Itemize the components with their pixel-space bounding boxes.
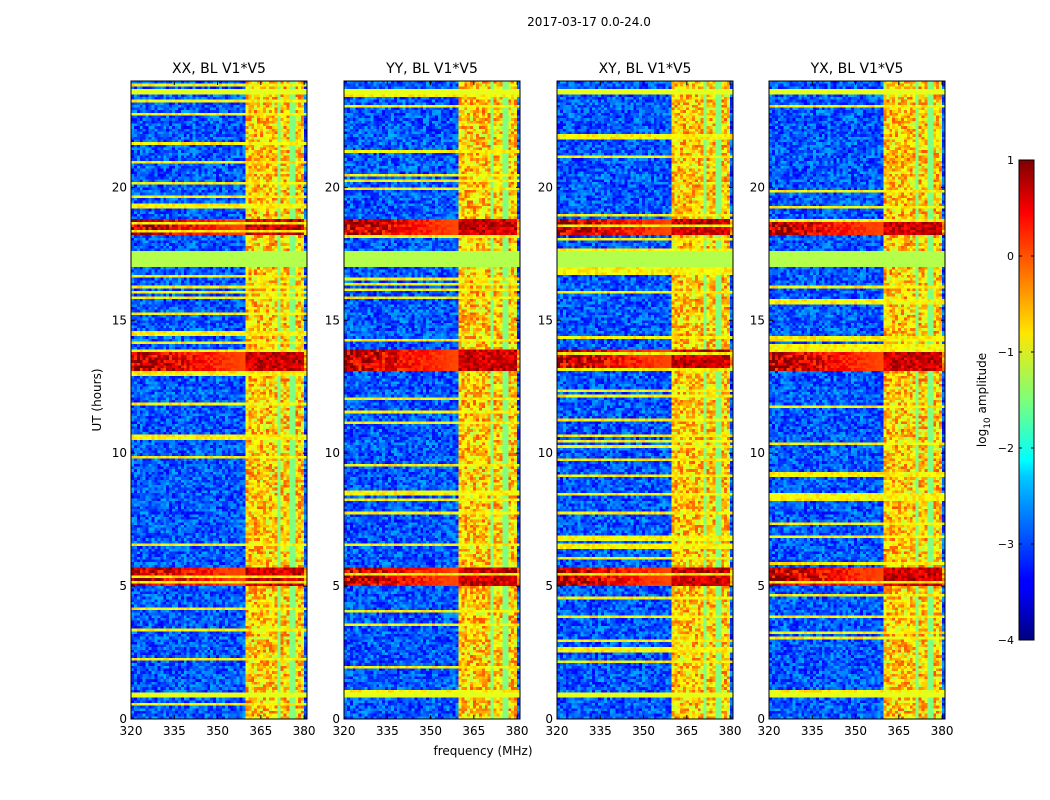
x-tick-label: 365	[249, 724, 272, 738]
colorbar-tick-label: −3	[998, 538, 1014, 551]
y-tick-label: 15	[325, 313, 340, 327]
heatmap-image-yy	[344, 81, 520, 719]
y-tick-label: 20	[750, 180, 765, 194]
panel-title: YY, BL V1*V5	[385, 61, 478, 77]
panel-xx: XX, BL V1*V5 320 335 350 365 380 0 5 10 15 20	[112, 61, 316, 738]
y-tick-label: 20	[325, 180, 340, 194]
x-tick-label: 320	[546, 724, 569, 738]
x-axis-label: frequency (MHz)	[433, 744, 532, 758]
x-tick-label: 365	[462, 724, 485, 738]
x-tick-label: 320	[120, 724, 143, 738]
y-tick-label: 15	[112, 313, 127, 327]
heatmap-image-xx	[131, 81, 307, 719]
x-tick-label: 365	[675, 724, 698, 738]
y-tick-label: 15	[538, 313, 553, 327]
x-tick-label: 335	[163, 724, 186, 738]
y-tick-label: 5	[332, 579, 340, 593]
y-tick-label: 10	[112, 446, 127, 460]
x-tick-label: 380	[719, 724, 742, 738]
y-tick-label: 0	[332, 712, 340, 726]
x-tick-label: 335	[589, 724, 612, 738]
panel-xy: XY, BL V1*V5 320 335 350 365 380 0 5 10 15 20	[538, 61, 742, 738]
x-tick-label: 365	[887, 724, 910, 738]
y-tick-label: 20	[538, 180, 553, 194]
x-tick-label: 350	[844, 724, 867, 738]
panel-title: XY, BL V1*V5	[599, 61, 692, 77]
x-tick-label: 350	[632, 724, 655, 738]
colorbar: −4 −3 −2 −1 0 1 log10 amplitude	[975, 154, 1035, 647]
x-tick-label: 320	[333, 724, 356, 738]
colorbar-tick-label: 0	[1007, 250, 1014, 263]
heatmap-image-yx	[769, 81, 945, 719]
colorbar-label: log10 amplitude	[975, 353, 993, 447]
y-tick-label: 20	[112, 180, 127, 194]
panel-yy: YY, BL V1*V5 320 335 350 365 380 0 5 10 15 20	[325, 61, 529, 738]
x-tick-label: 335	[801, 724, 824, 738]
y-tick-label: 10	[750, 446, 765, 460]
x-tick-label: 320	[758, 724, 781, 738]
y-tick-label: 5	[119, 579, 127, 593]
panel-frame	[768, 80, 946, 720]
x-tick-label: 380	[506, 724, 529, 738]
colorbar-tick-label: −2	[998, 442, 1014, 455]
x-tick-label: 335	[376, 724, 399, 738]
panel-frame	[130, 80, 308, 720]
y-tick-label: 0	[545, 712, 553, 726]
colorbar-gradient	[1018, 159, 1035, 641]
panel-title: XX, BL V1*V5	[172, 61, 266, 77]
colorbar-tick-label: −1	[998, 346, 1014, 359]
heatmap-image-xy	[557, 81, 733, 719]
x-tick-label: 380	[293, 724, 316, 738]
y-tick-label: 5	[545, 579, 553, 593]
y-tick-label: 10	[325, 446, 340, 460]
figure-suptitle: 2017-03-17 0.0-24.0	[527, 15, 651, 29]
y-tick-label: 10	[538, 446, 553, 460]
y-tick-label: 0	[119, 712, 127, 726]
y-tick-label: 0	[757, 712, 765, 726]
panel-title: YX, BL V1*V5	[810, 61, 904, 77]
y-tick-label: 5	[757, 579, 765, 593]
x-tick-label: 350	[419, 724, 442, 738]
colorbar-tick-label: 1	[1007, 154, 1014, 167]
y-axis-label: UT (hours)	[90, 368, 104, 431]
panel-frame	[343, 80, 521, 720]
x-tick-label: 380	[931, 724, 954, 738]
y-tick-label: 15	[750, 313, 765, 327]
panel-frame	[556, 80, 734, 720]
panel-yx: YX, BL V1*V5 320 335 350 365 380 0 5 10 15 20	[750, 61, 954, 738]
colorbar-tick-label: −4	[998, 634, 1014, 647]
x-tick-label: 350	[206, 724, 229, 738]
